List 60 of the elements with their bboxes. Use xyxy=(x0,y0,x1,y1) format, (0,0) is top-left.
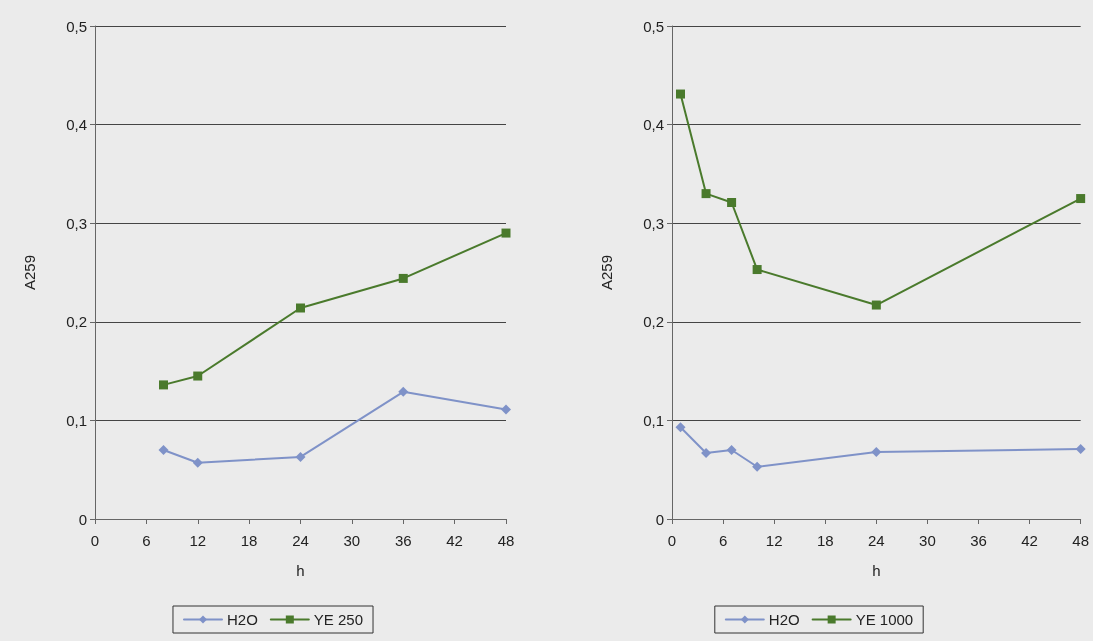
y-tick-label: 0,5 xyxy=(643,17,664,35)
point xyxy=(871,446,882,457)
y-tick-label: 0,4 xyxy=(66,116,87,134)
x-tick-label: 30 xyxy=(343,532,361,549)
point xyxy=(701,447,712,458)
x-axis-title: h xyxy=(872,562,881,579)
point xyxy=(398,273,408,283)
x-tick-label: 24 xyxy=(292,532,309,549)
point xyxy=(159,380,168,390)
x-tick-label: 30 xyxy=(919,532,936,549)
point xyxy=(398,386,409,397)
x-tick-label: 42 xyxy=(1021,532,1038,549)
x-tick-label: 36 xyxy=(394,532,412,549)
x-tick-label: 42 xyxy=(446,532,463,549)
legend-label: YE 250 xyxy=(313,611,364,628)
point xyxy=(296,303,305,313)
point xyxy=(752,461,763,472)
point xyxy=(158,444,169,455)
y-tick-label: 0,3 xyxy=(66,214,87,232)
x-tick-label: 6 xyxy=(718,532,728,549)
point xyxy=(752,265,762,275)
y-tick-label: 0,5 xyxy=(66,17,87,35)
y-tick-label: 0,3 xyxy=(643,214,664,232)
x-axis-title: h xyxy=(296,562,305,579)
point xyxy=(193,371,203,381)
x-tick-label: 0 xyxy=(90,532,100,549)
point xyxy=(295,451,306,462)
y-tick-label: 0,2 xyxy=(66,313,87,331)
y-tick-label: 0 xyxy=(78,510,87,528)
x-tick-label: 36 xyxy=(970,532,987,549)
y-tick-label: 0,4 xyxy=(643,116,664,134)
x-tick-label: 48 xyxy=(497,532,515,549)
point xyxy=(676,89,686,99)
point xyxy=(192,457,203,468)
point xyxy=(501,404,511,415)
y-axis-title: A259 xyxy=(21,254,38,291)
x-tick-label: 18 xyxy=(816,532,834,549)
x-tick-label: 12 xyxy=(765,532,783,549)
point xyxy=(675,422,686,433)
x-tick-label: 12 xyxy=(189,532,207,549)
y-tick-label: 0,1 xyxy=(66,411,87,429)
y-tick-label: 0 xyxy=(655,510,664,528)
x-tick-label: 0 xyxy=(667,532,677,549)
point xyxy=(701,189,711,199)
x-tick-label: 18 xyxy=(240,532,258,549)
y-tick-label: 0,2 xyxy=(643,313,664,331)
y-axis-title: A259 xyxy=(598,254,615,291)
point xyxy=(1075,443,1086,454)
legend-label: H2O xyxy=(226,611,258,628)
x-tick-label: 48 xyxy=(1072,532,1089,549)
point xyxy=(871,300,881,310)
x-tick-label: 6 xyxy=(142,532,151,549)
point xyxy=(501,228,511,238)
point xyxy=(726,444,737,455)
x-tick-label: 24 xyxy=(867,532,885,549)
point xyxy=(727,197,737,207)
legend-label: YE 1000 xyxy=(855,611,914,628)
legend-label: H2O xyxy=(768,611,800,628)
y-tick-label: 0,1 xyxy=(643,411,664,429)
point xyxy=(1076,194,1086,204)
